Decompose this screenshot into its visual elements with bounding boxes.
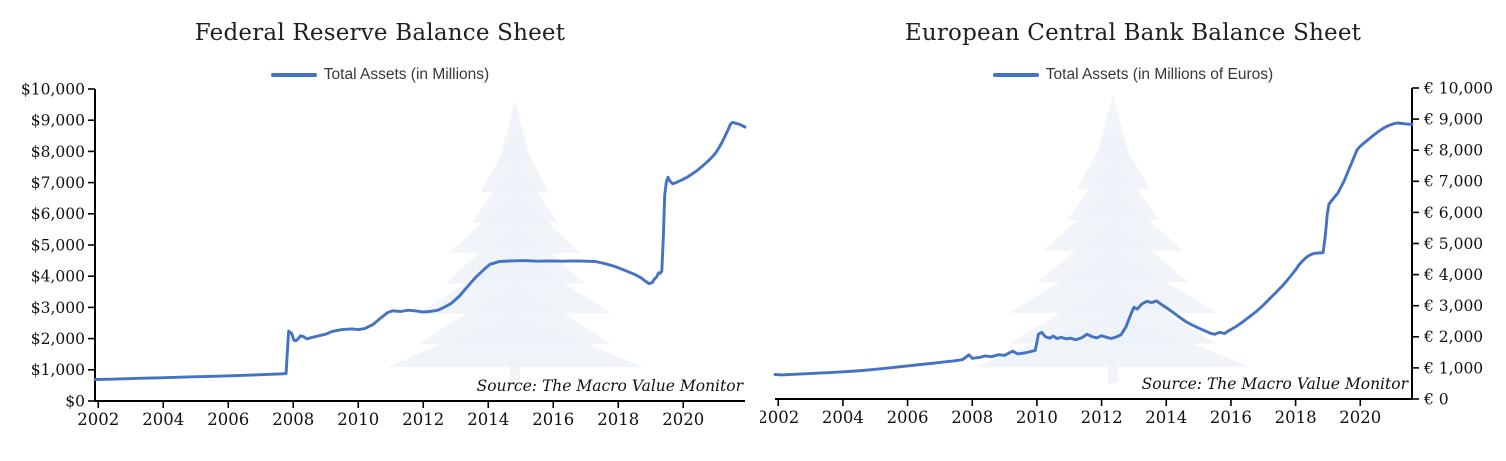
y-axis-tick-label: € 0	[1423, 390, 1449, 408]
y-axis-tick-label: € 6,000	[1423, 204, 1483, 222]
y-axis-tick-label: € 1,000	[1423, 359, 1483, 377]
y-axis-tick-label: $5,000	[31, 236, 85, 254]
ecb-balance-sheet-chart: European Central Bank Balance Sheet Tota…	[760, 0, 1506, 461]
x-axis-tick-label: 2006	[207, 410, 249, 429]
y-axis-tick-label: € 9,000	[1423, 111, 1483, 129]
y-axis-tick-label: € 3,000	[1423, 297, 1483, 315]
y-axis-tick-label: $2,000	[31, 330, 85, 348]
legend-line-swatch-icon	[270, 73, 317, 77]
fed-balance-sheet-chart: Federal Reserve Balance Sheet Total Asse…	[0, 20, 760, 429]
y-axis-tick-label: € 2,000	[1423, 328, 1483, 346]
x-axis-tick-label: 2014	[1145, 408, 1187, 427]
x-axis-tick-label: 2016	[532, 410, 574, 429]
y-axis-tick-label: € 4,000	[1423, 266, 1483, 284]
fed-plot-area: $0 $1,000 $2,000 $3,000 $4,000 $5,000 $6,000 $7…	[21, 80, 747, 429]
x-axis-tick-label: 2012	[402, 410, 444, 429]
x-axis-tick-label: 2008	[272, 410, 314, 429]
pine-tree-watermark-trunk-icon	[510, 357, 520, 383]
y-axis-tick-label: $3,000	[31, 299, 85, 317]
total-assets-series-line	[93, 120, 747, 381]
pine-tree-watermark-icon	[386, 312, 644, 367]
legend-line-swatch-icon	[992, 73, 1039, 77]
x-axis-tick-label: 2020	[1339, 408, 1381, 427]
y-axis-tick-label: € 5,000	[1423, 235, 1483, 253]
x-axis-tick-label: 2020	[662, 410, 704, 429]
pine-tree-watermark-trunk-icon	[1108, 357, 1118, 383]
y-axis-tick-label: $4,000	[31, 268, 85, 286]
x-axis-tick-label: 2006	[887, 408, 929, 427]
x-axis-tick-label: 2010	[1016, 408, 1058, 427]
ecb-chart-title: European Central Bank Balance Sheet	[904, 20, 1362, 46]
x-axis-tick-label: 2002	[760, 408, 799, 427]
fed-legend-label: Total Assets (in Millions)	[323, 66, 490, 83]
y-axis-tick-label: $0	[65, 392, 85, 410]
x-axis-tick-label: 2012	[1081, 408, 1123, 427]
y-axis-tick-label: $7,000	[31, 174, 85, 192]
x-axis-tick-label: 2016	[1210, 408, 1252, 427]
y-axis-tick-label: € 7,000	[1423, 173, 1483, 191]
x-axis-tick-label: 2018	[597, 410, 639, 429]
ecb-legend-label: Total Assets (in Millions of Euros)	[1045, 66, 1274, 83]
x-axis-tick-label: 2018	[1275, 408, 1317, 427]
fed-legend: Total Assets (in Millions)	[0, 66, 760, 84]
y-axis-tick-label: € 10,000	[1423, 79, 1493, 97]
x-axis-tick-label: 2008	[951, 408, 993, 427]
y-axis-tick-label: $9,000	[31, 112, 85, 130]
x-axis-tick-label: 2010	[337, 410, 379, 429]
x-axis-tick-label: 2004	[142, 410, 184, 429]
source-note: Source: The Macro Value Monitor	[1142, 375, 1410, 393]
x-axis-tick-label: 2004	[822, 408, 864, 427]
y-axis-tick-label: $10,000	[21, 80, 85, 98]
y-axis-tick-label: $1,000	[31, 361, 85, 379]
ecb-legend: Total Assets (in Millions of Euros)	[760, 66, 1506, 84]
total-assets-series-line	[773, 121, 1414, 377]
x-axis-tick-label: 2014	[467, 410, 509, 429]
y-axis-tick-label: $8,000	[31, 143, 85, 161]
y-axis-tick-label: € 8,000	[1423, 142, 1483, 160]
y-axis-tick-label: $6,000	[31, 205, 85, 223]
x-axis-tick-label: 2002	[77, 410, 119, 429]
source-note: Source: The Macro Value Monitor	[477, 377, 745, 395]
fed-chart-title: Federal Reserve Balance Sheet	[194, 20, 566, 46]
ecb-plot-area: € 0 € 1,000 € 2,000 € 3,000 € 4,000 € 5,000 € …	[760, 79, 1493, 427]
